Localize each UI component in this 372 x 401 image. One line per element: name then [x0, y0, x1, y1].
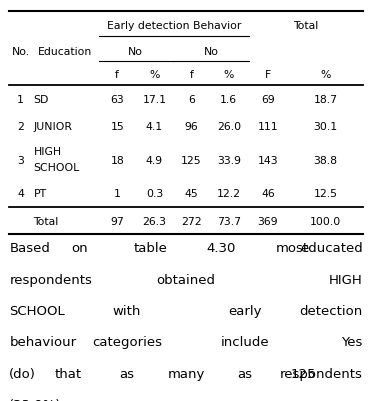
Text: 125: 125	[181, 156, 202, 165]
Text: 143: 143	[257, 156, 278, 165]
Text: 1: 1	[17, 95, 24, 105]
Text: 18.7: 18.7	[314, 95, 337, 105]
Text: table: table	[134, 242, 168, 255]
Text: 4.9: 4.9	[146, 156, 163, 165]
Text: detection: detection	[299, 304, 363, 317]
Text: 111: 111	[257, 122, 278, 132]
Text: 33.9: 33.9	[217, 156, 241, 165]
Text: obtained: obtained	[157, 273, 215, 286]
Text: %: %	[320, 70, 331, 80]
Text: SCHOOL: SCHOOL	[9, 304, 65, 317]
Text: 100.0: 100.0	[310, 216, 341, 226]
Text: 45: 45	[185, 189, 198, 198]
Text: 17.1: 17.1	[142, 95, 166, 105]
Text: (do): (do)	[9, 367, 36, 380]
Text: 12.5: 12.5	[314, 189, 337, 198]
Text: 3: 3	[17, 156, 24, 165]
Text: f: f	[190, 70, 193, 80]
Text: 125: 125	[291, 367, 317, 380]
Text: Education: Education	[38, 47, 92, 57]
Text: 272: 272	[181, 216, 202, 226]
Text: 12.2: 12.2	[217, 189, 241, 198]
Text: 4.30: 4.30	[207, 242, 236, 255]
Text: respondents: respondents	[280, 367, 363, 380]
Text: 69: 69	[261, 95, 275, 105]
Text: 369: 369	[257, 216, 278, 226]
Text: categories: categories	[92, 336, 162, 348]
Text: Early detection Behavior: Early detection Behavior	[107, 21, 241, 30]
Text: 97: 97	[110, 216, 124, 226]
Text: 4.1: 4.1	[146, 122, 163, 132]
Text: f: f	[115, 70, 119, 80]
Text: 38.8: 38.8	[314, 156, 337, 165]
Text: HIGH: HIGH	[33, 147, 62, 157]
Text: 26.3: 26.3	[142, 216, 166, 226]
Text: No: No	[203, 47, 219, 57]
Text: Total: Total	[294, 21, 318, 30]
Text: early: early	[228, 304, 262, 317]
Text: No: No	[128, 47, 143, 57]
Text: 96: 96	[185, 122, 198, 132]
Text: 4: 4	[17, 189, 24, 198]
Text: No.: No.	[12, 47, 29, 57]
Text: %: %	[149, 70, 160, 80]
Text: 46: 46	[261, 189, 275, 198]
Text: most: most	[275, 242, 309, 255]
Text: F: F	[265, 70, 271, 80]
Text: SCHOOL: SCHOOL	[33, 162, 80, 172]
Text: behaviour: behaviour	[9, 336, 76, 348]
Text: educated: educated	[300, 242, 363, 255]
Text: as: as	[237, 367, 252, 380]
Text: %: %	[224, 70, 234, 80]
Text: (33.9%).: (33.9%).	[9, 398, 66, 401]
Text: that: that	[55, 367, 82, 380]
Text: 1.6: 1.6	[220, 95, 237, 105]
Text: respondents: respondents	[9, 273, 92, 286]
Text: 0.3: 0.3	[146, 189, 163, 198]
Text: Yes: Yes	[341, 336, 363, 348]
Text: JUNIOR: JUNIOR	[33, 122, 73, 132]
Text: 6: 6	[188, 95, 195, 105]
Text: 18: 18	[110, 156, 124, 165]
Text: 26.0: 26.0	[217, 122, 241, 132]
Text: 63: 63	[110, 95, 124, 105]
Text: 30.1: 30.1	[314, 122, 337, 132]
Text: on: on	[72, 242, 88, 255]
Text: include: include	[221, 336, 269, 348]
Text: many: many	[167, 367, 205, 380]
Text: 73.7: 73.7	[217, 216, 241, 226]
Text: 2: 2	[17, 122, 24, 132]
Text: HIGH: HIGH	[329, 273, 363, 286]
Text: Total: Total	[33, 216, 59, 226]
Text: Based: Based	[9, 242, 50, 255]
Text: SD: SD	[33, 95, 49, 105]
Text: PT: PT	[33, 189, 46, 198]
Text: 1: 1	[114, 189, 121, 198]
Text: 15: 15	[110, 122, 124, 132]
Text: with: with	[113, 304, 141, 317]
Text: as: as	[120, 367, 135, 380]
